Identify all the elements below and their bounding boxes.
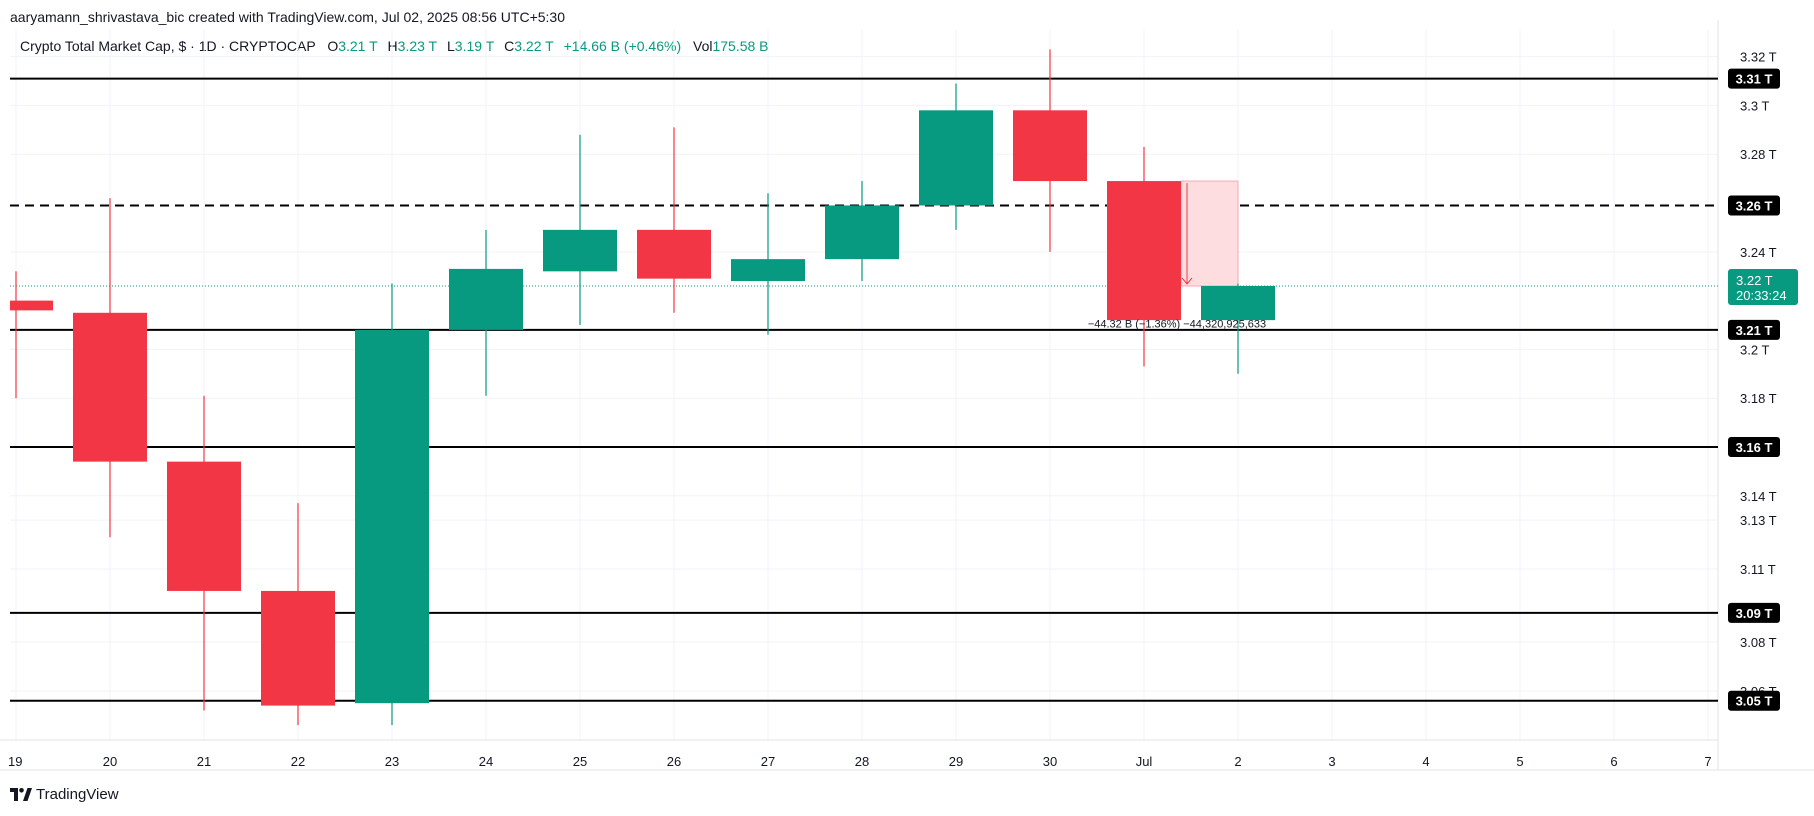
candle-body	[261, 590, 335, 706]
level-price-tag	[1728, 195, 1780, 216]
candle-body	[825, 205, 899, 260]
price-tick-label: 3.08 T	[1740, 635, 1777, 650]
time-tick-label: 19	[8, 754, 22, 769]
level-price-tag-label: 3.31 T	[1736, 72, 1773, 87]
time-tick-label: 7	[1704, 754, 1711, 769]
level-price-tag-label: 3.16 T	[1736, 440, 1773, 455]
time-tick-label: 21	[197, 754, 211, 769]
volume-value: 175.58 B	[712, 38, 769, 54]
open-value: 3.21 T	[338, 38, 378, 54]
level-price-tag	[1728, 602, 1780, 623]
volume-label: Vol	[693, 38, 713, 54]
candle-body	[1013, 110, 1087, 182]
close-value: 3.22 T	[514, 38, 554, 54]
candle-body	[10, 300, 53, 311]
measure-label: −44.32 B (−1.36%) −44,320,925,633	[1088, 318, 1266, 330]
time-tick-label: 2	[1234, 754, 1241, 769]
candle-body	[543, 229, 617, 272]
price-tick-label: 3.11 T	[1740, 562, 1776, 577]
time-tick-label: 27	[761, 754, 775, 769]
time-tick-label: 23	[385, 754, 399, 769]
time-tick-label: 6	[1610, 754, 1617, 769]
candle-body	[355, 329, 429, 704]
candle-body	[73, 312, 147, 462]
level-price-tag	[1728, 436, 1780, 457]
time-tick-label: 29	[949, 754, 963, 769]
candle-body	[637, 229, 711, 279]
price-tick-label: 3.13 T	[1740, 513, 1777, 528]
last-price-tag	[1728, 268, 1798, 305]
last-price-tag-label: 3.22 T	[1736, 273, 1773, 288]
time-tick-label: 25	[573, 754, 587, 769]
change-value: +14.66 B (+0.46%)	[563, 38, 682, 54]
symbol-title[interactable]: Crypto Total Market Cap, $ · 1D · CRYPTO…	[20, 38, 316, 54]
time-tick-label: 30	[1043, 754, 1057, 769]
price-tick-label: 3.28 T	[1740, 147, 1777, 162]
low-value: 3.19 T	[454, 38, 495, 54]
countdown-label: 20:33:24	[1736, 288, 1787, 303]
level-price-tag-label: 3.21 T	[1736, 323, 1773, 338]
price-tick-label: 3.2 T	[1740, 342, 1769, 357]
time-tick-label: 20	[103, 754, 117, 769]
candle-body	[919, 110, 993, 206]
time-tick-label: 5	[1516, 754, 1523, 769]
price-tick-label: 3.18 T	[1740, 391, 1777, 406]
tradingview-logo-icon	[10, 787, 32, 801]
time-tick-label: 24	[479, 754, 493, 769]
candles-layer	[10, 49, 1275, 726]
measure-box	[1180, 180, 1239, 287]
time-tick-label: 4	[1422, 754, 1429, 769]
price-axis[interactable]: 3.32 T 3.3 T 3.28 T 3.24 T 3.2 T 3.18 T 3.14 T…	[1088, 50, 1798, 711]
level-price-tag	[1728, 690, 1780, 711]
time-tick-label: 3	[1328, 754, 1335, 769]
high-value: 3.23 T	[397, 38, 438, 54]
level-price-tag	[1728, 68, 1780, 89]
level-price-tag-label: 3.05 T	[1736, 694, 1773, 709]
time-tick-label: 28	[855, 754, 869, 769]
price-tick-label: 3.14 T	[1740, 489, 1777, 504]
level-price-tag	[1728, 319, 1780, 340]
candle-body	[1107, 181, 1181, 321]
candle-body	[731, 259, 805, 282]
brand-label: TradingView	[36, 786, 119, 803]
price-range-measure	[1180, 180, 1239, 287]
close-label: C	[504, 38, 515, 54]
time-tick-label: 26	[667, 754, 681, 769]
measure-arrow-head	[1181, 277, 1193, 285]
time-tick-label: 22	[291, 754, 305, 769]
price-tick-label: 3.24 T	[1740, 245, 1777, 260]
candle-body	[167, 461, 241, 591]
level-price-tag-label: 3.26 T	[1736, 198, 1773, 213]
tradingview-brand[interactable]: TradingView	[10, 786, 119, 803]
low-label: L	[447, 38, 455, 54]
candle-body	[1201, 285, 1275, 321]
time-tick-label: Jul	[1136, 754, 1153, 769]
high-label: H	[387, 38, 398, 54]
symbol-legend: Crypto Total Market Cap, $ · 1D · CRYPTO…	[20, 38, 775, 54]
price-tick-label: 3.3 T	[1740, 98, 1769, 113]
attribution-text: aaryamann_shrivastava_bic created with T…	[10, 9, 566, 25]
price-tick-label: 3.32 T	[1740, 50, 1777, 65]
candle-body	[449, 268, 523, 330]
level-price-tag-label: 3.09 T	[1736, 606, 1773, 621]
open-label: O	[327, 38, 339, 54]
time-axis[interactable]: 19 20 21 22 23 24 25 26 27 28 29 30 Jul 2 3 4 5 6 7	[8, 754, 1712, 769]
